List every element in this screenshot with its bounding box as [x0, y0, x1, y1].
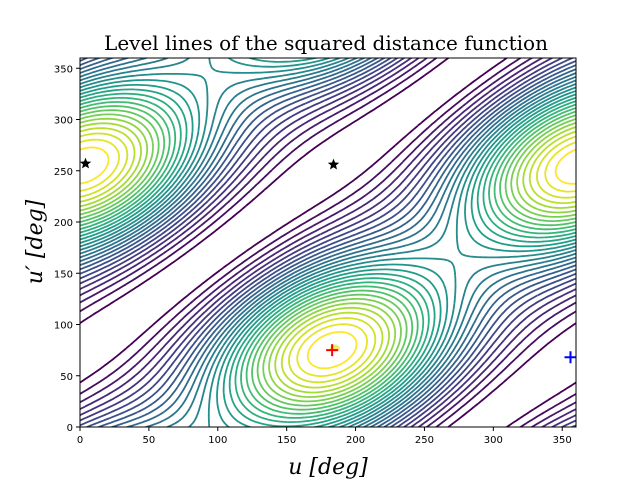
star-marker [80, 157, 92, 169]
contour-level [80, 58, 576, 427]
contour-level [80, 58, 576, 427]
x-axis-label: u [deg] [288, 455, 368, 480]
y-tick-label: 250 [54, 167, 73, 178]
contour-level [80, 58, 576, 427]
x-tick-label: 250 [415, 435, 434, 446]
star-marker [327, 158, 340, 170]
x-tick-label: 150 [277, 435, 296, 446]
contour-level [80, 58, 576, 427]
contour-level [80, 58, 576, 427]
plus-marker [564, 351, 576, 364]
contour-level [80, 96, 576, 419]
y-tick-label: 300 [54, 116, 73, 127]
contour-level [80, 58, 576, 427]
contour-level [80, 58, 576, 427]
contour-level [80, 146, 576, 370]
contour-level [80, 58, 576, 427]
y-tick-label: 350 [54, 64, 73, 75]
x-tick-label: 350 [553, 435, 572, 446]
contour-level [80, 109, 576, 407]
contour-level [80, 122, 576, 394]
y-tick-label: 200 [54, 218, 73, 229]
x-tick-label: 300 [484, 435, 503, 446]
contour-lines [80, 58, 576, 427]
contour-level [80, 138, 576, 377]
x-tick-label: 100 [208, 435, 227, 446]
contour-level [80, 105, 576, 411]
contour-level [80, 58, 576, 427]
contour-level [80, 132, 576, 384]
contour-level [80, 92, 576, 423]
plot-frame [79, 57, 577, 428]
contour-level [80, 113, 576, 403]
contour-level [80, 58, 576, 427]
x-tick-label: 50 [143, 435, 156, 446]
x-tick-label: 200 [346, 435, 365, 446]
x-tick-label: 0 [77, 435, 83, 446]
chart-title: Level lines of the squared distance func… [104, 31, 548, 55]
contour-level [80, 58, 576, 427]
contour-level [80, 117, 576, 398]
x-axis: 0 50 100 150 200 250 300 350 [77, 427, 572, 446]
y-axis-label: u′ [deg] [23, 199, 48, 284]
y-tick-label: 0 [67, 423, 73, 434]
y-tick-label: 50 [60, 372, 73, 383]
y-tick-label: 150 [54, 269, 73, 280]
contour-level [80, 58, 576, 427]
contour-level [80, 58, 576, 427]
contour-level [80, 58, 576, 427]
contour-level [80, 58, 576, 427]
contour-level [80, 101, 576, 415]
y-axis: 0 50 100 150 200 250 300 350 [54, 64, 80, 434]
y-tick-label: 100 [54, 321, 73, 332]
contour-level [80, 127, 576, 389]
contour-level [80, 58, 576, 427]
markers [80, 157, 576, 364]
contour-level [80, 58, 576, 427]
plus-marker [326, 344, 339, 357]
contour-level [80, 58, 576, 427]
